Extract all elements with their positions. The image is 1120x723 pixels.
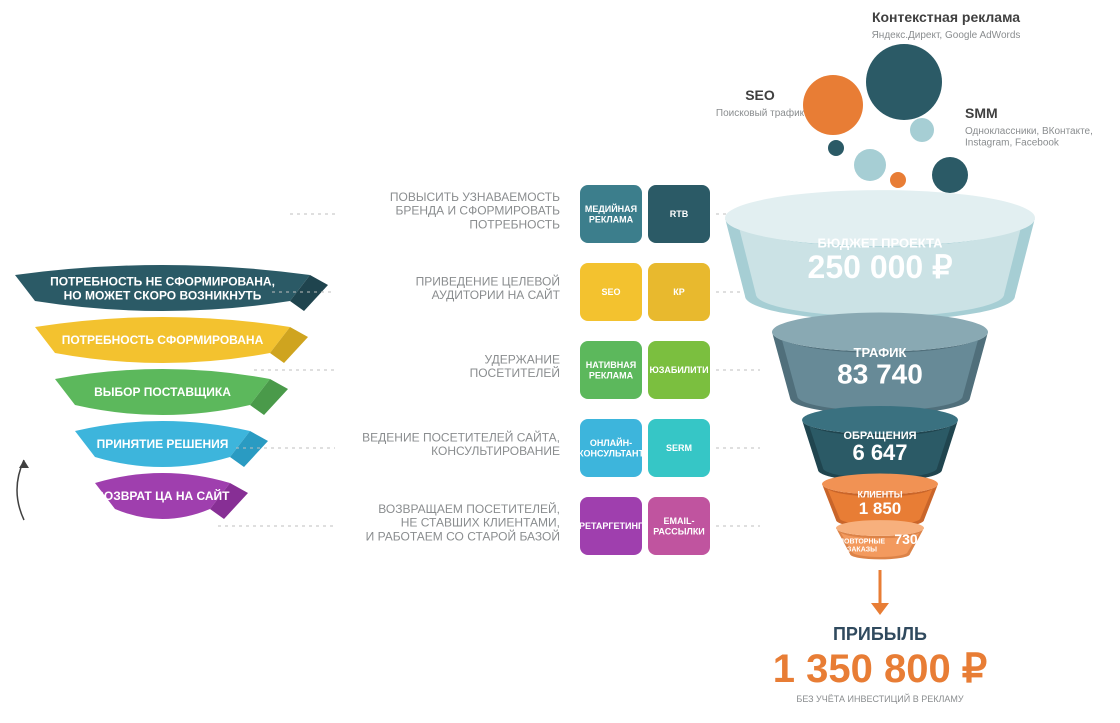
channel-tile-label: SEO — [601, 287, 620, 297]
bubble — [910, 118, 934, 142]
bubble — [803, 75, 863, 135]
channel-title: Контекстная реклама — [872, 9, 1020, 25]
funnel-band-label: ВОЗВРАТ ЦА НА САЙТ — [96, 488, 231, 503]
left-funnel: ПОТРЕБНОСТЬ НЕ СФОРМИРОВАНА,НО МОЖЕТ СКО… — [15, 265, 328, 519]
channel-subtitle: Поисковый трафик — [716, 107, 805, 119]
infographic-canvas: ПОТРЕБНОСТЬ НЕ СФОРМИРОВАНА,НО МОЖЕТ СКО… — [0, 0, 1120, 723]
level-value: 250 000 ₽ — [808, 249, 953, 285]
funnel-band-label: ПРИНЯТИЕ РЕШЕНИЯ — [97, 437, 229, 451]
funnel-band-label: ПОТРЕБНОСТЬ НЕ СФОРМИРОВАНА,НО МОЖЕТ СКО… — [50, 275, 275, 303]
funnel-band-label: ВЫБОР ПОСТАВЩИКА — [94, 385, 231, 399]
channel-subtitle: Яндекс.Директ, Google AdWords — [872, 30, 1021, 41]
channel-tile-label: SERM — [666, 443, 692, 453]
bubble — [890, 172, 906, 188]
channel-tile-label: РЕТАРГЕТИНГ — [579, 521, 643, 531]
channel-tile-label: КР — [673, 287, 685, 297]
profit-block: ПРИБЫЛЬ 1 350 800 ₽ БЕЗ УЧЁТА ИНВЕСТИЦИЙ В… — [773, 570, 988, 704]
profit-note: БЕЗ УЧЁТА ИНВЕСТИЦИЙ В РЕКЛАМУ — [796, 693, 963, 704]
arrow-down-head — [871, 603, 889, 615]
right-funnel: БЮДЖЕТ ПРОЕКТА250 000 ₽ТРАФИК83 740ОБРАЩ… — [725, 190, 1035, 559]
funnel-band-label: ПОТРЕБНОСТЬ СФОРМИРОВАНА — [62, 333, 264, 347]
level-value: 730 — [894, 531, 918, 547]
middle-column: ПОВЫСИТЬ УЗНАВАЕМОСТЬБРЕНДА И СФОРМИРОВА… — [218, 185, 760, 555]
row-description: ПОВЫСИТЬ УЗНАВАЕМОСТЬБРЕНДА И СФОРМИРОВА… — [390, 190, 560, 232]
row-description: ВЕДЕНИЕ ПОСЕТИТЕЛЕЙ САЙТА,КОНСУЛЬТИРОВАН… — [362, 429, 560, 458]
channel-bubbles: Контекстная реклама Яндекс.Директ, Google… — [716, 9, 1093, 193]
row-description: ПРИВЕДЕНИЕ ЦЕЛЕВОЙАУДИТОРИИ НА САЙТ — [416, 273, 561, 302]
return-arrow-head — [19, 460, 29, 468]
row-description: УДЕРЖАНИЕПОСЕТИТЕЛЕЙ — [470, 352, 560, 380]
row-description: ВОЗВРАЩАЕМ ПОСЕТИТЕЛЕЙ,НЕ СТАВШИХ КЛИЕНТ… — [366, 501, 560, 544]
return-arrow — [17, 460, 24, 520]
channel-tile-label: ЮЗАБИЛИТИ — [649, 365, 708, 375]
profit-label: ПРИБЫЛЬ — [833, 624, 927, 644]
channel-subtitle: Одноклассники, ВКонтакте,Instagram, Face… — [965, 126, 1093, 149]
bubble — [866, 44, 942, 120]
level-value: 1 850 — [859, 499, 902, 518]
level-value: 83 740 — [837, 359, 923, 390]
bubble — [828, 140, 844, 156]
bubble — [854, 149, 886, 181]
channel-tile-label: НАТИВНАЯРЕКЛАМА — [586, 360, 636, 380]
bubble — [932, 157, 968, 193]
channel-tile-label: RTB — [670, 209, 689, 219]
level-value: 6 647 — [852, 440, 907, 465]
channel-tile-label: МЕДИЙНАЯРЕКЛАМА — [585, 203, 637, 224]
profit-value: 1 350 800 ₽ — [773, 647, 988, 691]
channel-title: SMM — [965, 105, 998, 121]
channel-title: SEO — [745, 87, 775, 103]
